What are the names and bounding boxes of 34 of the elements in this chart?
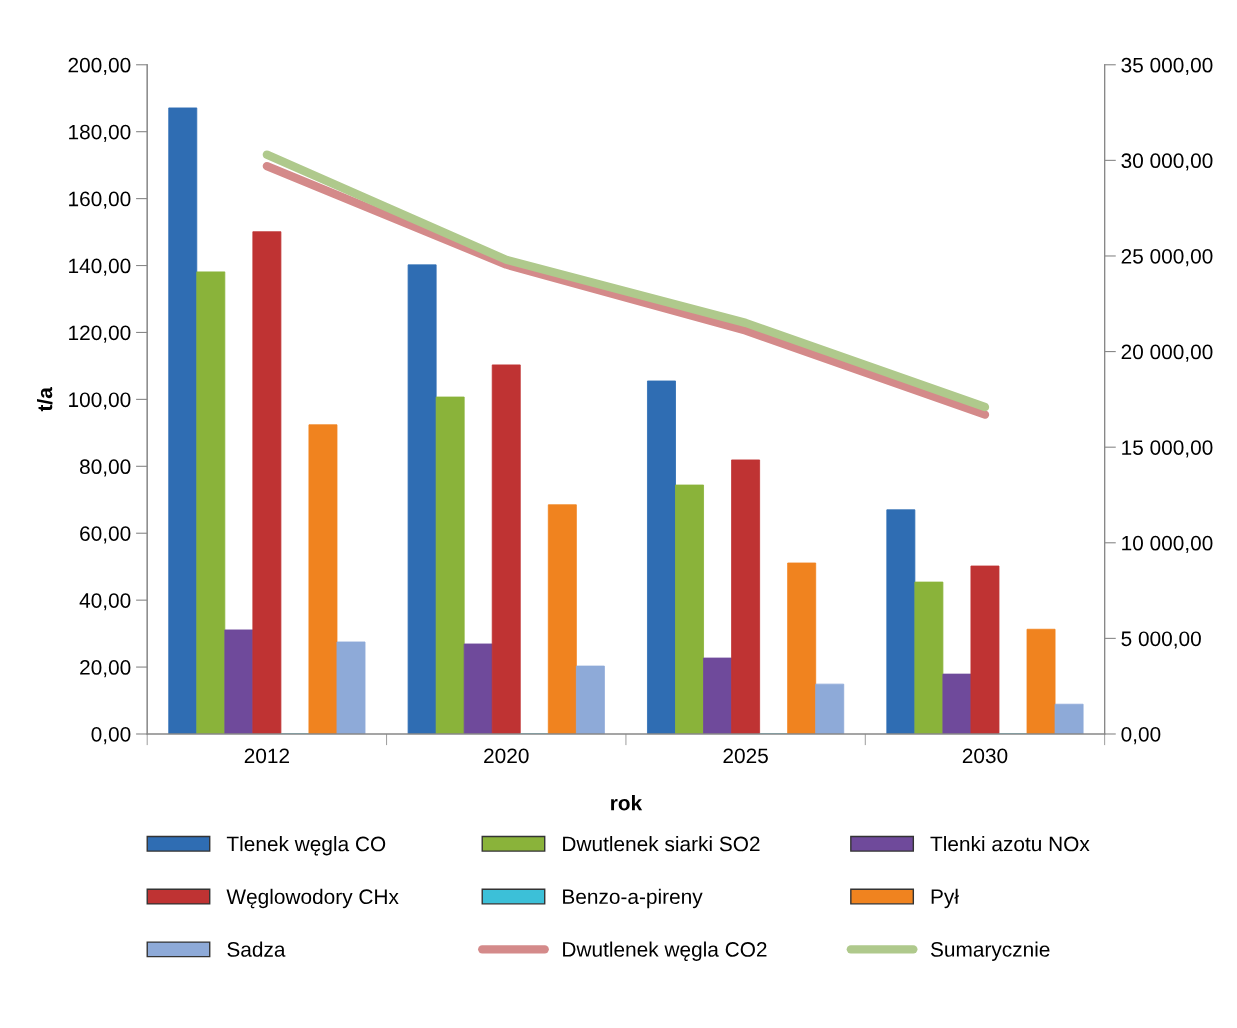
y-tick-label: 60,00 <box>80 526 131 544</box>
legend-label: Dwutlenek siarki SO2 <box>563 836 760 852</box>
y-tick-label: 140,00 <box>69 258 131 276</box>
y2-tick-label: 15 000,00 <box>1122 440 1213 458</box>
y-tick-label: 100,00 <box>69 392 131 410</box>
y2-tick-label: 10 000,00 <box>1122 535 1213 553</box>
legend-label: Tlenki azotu NOx <box>930 836 1090 852</box>
y-tick-label: 160,00 <box>69 191 131 209</box>
y-tick-label: 80,00 <box>80 459 131 477</box>
y-tick-label: 20,00 <box>80 660 131 678</box>
x-tick-label: 2012 <box>244 748 290 764</box>
y-tick-label: 180,00 <box>69 124 131 142</box>
legend-label: Sadza <box>227 941 286 957</box>
legend-label: Dwutlenek węgla CO2 <box>563 941 767 961</box>
x-tick-label: 2025 <box>723 748 768 764</box>
y-tick-label: 0,00 <box>91 726 131 745</box>
x-axis-title: rok <box>611 795 643 811</box>
y-tick-label: 120,00 <box>69 325 131 343</box>
x-tick-label: 2030 <box>962 748 1008 764</box>
y2-tick-label: 30 000,00 <box>1121 153 1213 171</box>
legend-label: Pył <box>931 888 959 909</box>
y2-tick-label: 25 000,00 <box>1121 248 1213 267</box>
y2-tick-label: 5 000,00 <box>1121 631 1201 649</box>
y-tick-label: 200,00 <box>68 57 131 75</box>
x-tick-label: 2020 <box>484 748 529 764</box>
y-axis-title: t/a <box>36 387 53 412</box>
legend-label: Tlenek węgla CO <box>226 836 386 856</box>
legend-label: Węglowodory CHx <box>226 888 399 909</box>
legend-label: Benzo-a-pireny <box>563 888 703 909</box>
y2-tick-label: 35 000,00 <box>1121 57 1213 75</box>
legend-label: Sumarycznie <box>930 941 1050 961</box>
y2-tick-label: 20 000,00 <box>1121 344 1213 362</box>
y2-tick-label: 0,00 <box>1121 726 1161 745</box>
y-tick-label: 40,00 <box>79 593 131 611</box>
